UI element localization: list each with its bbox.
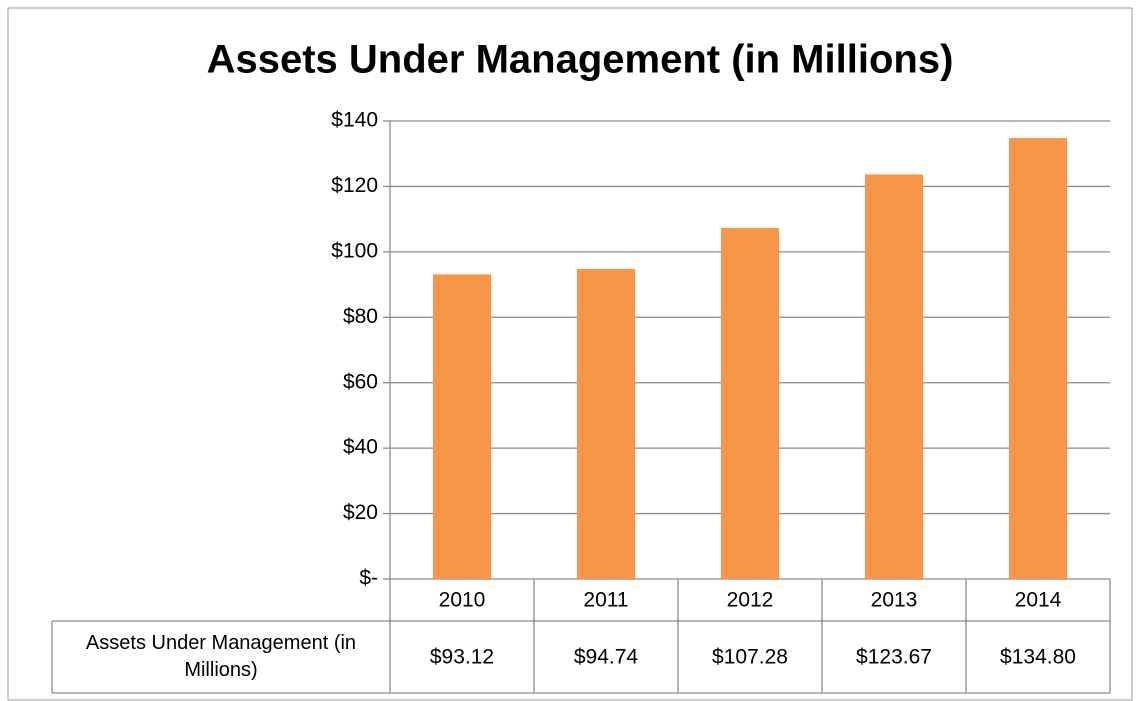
bar [1009,138,1067,580]
x-tick-label: 2011 [583,589,628,612]
data-table-value: $94.74 [574,646,639,669]
chart-border [7,7,1133,701]
y-tick-label: $60 [343,370,378,393]
chart-title: Assets Under Management (in Millions) [207,38,954,82]
data-table-value: $134.80 [1000,646,1076,669]
y-tick-label: $140 [331,109,378,132]
data-table-value: $93.12 [430,646,494,669]
bar [433,274,491,579]
x-tick-label: 2012 [727,589,774,612]
y-tick-label: $100 [331,239,378,262]
y-tick-label: $80 [343,305,378,328]
y-tick-label: $120 [331,174,378,197]
y-tick-label: $20 [343,501,378,524]
x-tick-label: 2014 [1015,589,1062,612]
y-tick-label: $40 [343,436,378,459]
bar [865,174,923,579]
bar [721,228,779,579]
data-table-value: $123.67 [856,646,932,669]
data-table-value: $107.28 [712,646,788,669]
bar [577,269,635,579]
x-tick-label: 2013 [871,589,918,612]
legend-series-name: Assets Under Management (in Millions) [85,632,357,681]
x-tick-label: 2010 [439,589,486,612]
y-tick-label: $- [359,567,378,590]
